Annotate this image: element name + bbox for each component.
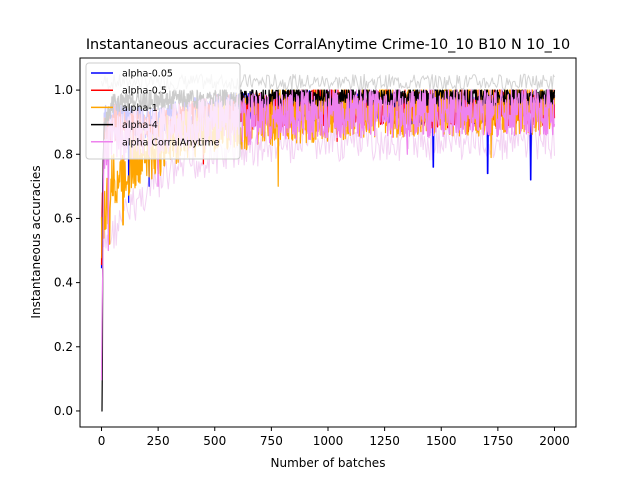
y-tick-label: 0.0 xyxy=(54,404,73,418)
x-tick-label: 250 xyxy=(147,434,170,448)
y-tick-label: 0.6 xyxy=(54,211,73,225)
x-tick-label: 750 xyxy=(260,434,283,448)
y-axis-ticks: 0.0 0.2 0.4 0.6 0.8 1.0 xyxy=(54,83,80,418)
x-axis-label: Number of batches xyxy=(271,456,386,470)
legend-label: alpha-1 xyxy=(122,103,158,114)
legend-label: alpha CorralAnytime xyxy=(122,137,220,148)
x-tick-label: 500 xyxy=(203,434,226,448)
x-tick-label: 2000 xyxy=(539,434,570,448)
y-tick-label: 0.4 xyxy=(54,276,73,290)
x-tick-label: 0 xyxy=(98,434,106,448)
legend-box xyxy=(85,62,241,160)
x-axis-ticks: 0 250 500 750 1000 1250 1500 1750 2000 xyxy=(98,427,570,448)
legend-label: alpha-4 xyxy=(122,120,158,131)
legend: alpha-0.05 alpha-0.5 alpha-1 alpha-4 alpha C… xyxy=(85,62,241,160)
y-tick-label: 0.8 xyxy=(54,147,73,161)
y-tick-label: 0.2 xyxy=(54,340,73,354)
y-axis-label: Instantaneous accuracies xyxy=(29,165,43,318)
x-tick-label: 1000 xyxy=(313,434,344,448)
chart-title: Instantaneous accuracies CorralAnytime C… xyxy=(86,37,570,53)
x-tick-label: 1500 xyxy=(426,434,457,448)
x-tick-label: 1750 xyxy=(483,434,514,448)
x-tick-label: 1250 xyxy=(369,434,400,448)
y-tick-label: 1.0 xyxy=(54,83,73,97)
legend-label: alpha-0.05 xyxy=(122,69,173,80)
legend-label: alpha-0.5 xyxy=(122,86,167,97)
